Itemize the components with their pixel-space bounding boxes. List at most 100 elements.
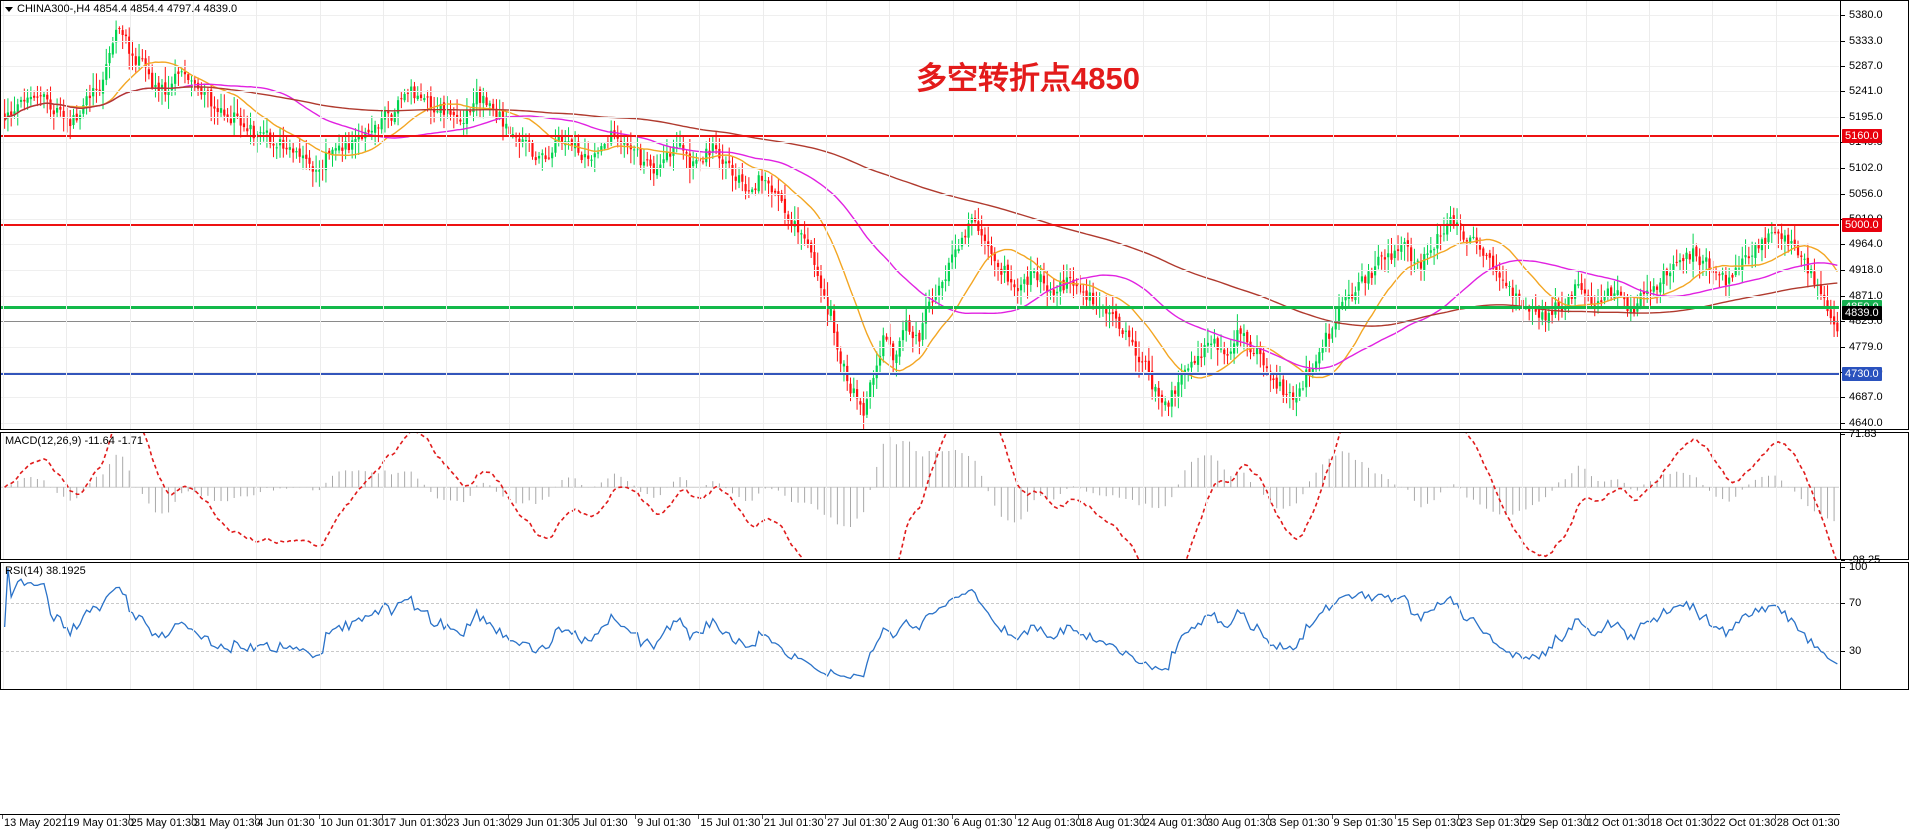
time-gridline <box>1395 433 1397 559</box>
time-gridline <box>1015 433 1017 559</box>
price-axis-label: 5056.0 <box>1849 187 1883 200</box>
time-gridline <box>1585 563 1587 689</box>
time-axis-label: 2 Aug 01:30 <box>890 817 950 829</box>
rsi-label: RSI(14) 38.1925 <box>5 565 86 577</box>
time-axis-tick <box>888 815 890 819</box>
rsi-axis-tick <box>1841 651 1845 652</box>
price-gridline <box>1 116 1839 118</box>
price-axis-label: 4871.0 <box>1849 289 1883 302</box>
time-gridline <box>826 1 828 429</box>
time-axis-tick <box>698 815 700 819</box>
time-gridline <box>192 433 194 559</box>
price-plot-area[interactable] <box>1 1 1839 429</box>
hline-4730[interactable] <box>1 372 1839 375</box>
time-gridline <box>509 433 511 559</box>
time-gridline <box>129 563 131 689</box>
resistance-5000[interactable]: 5000.0 <box>1842 217 1882 232</box>
time-gridline <box>1205 563 1207 689</box>
time-gridline <box>256 1 258 429</box>
support-4730[interactable]: 4730.0 <box>1842 366 1882 381</box>
time-axis-tick <box>1521 815 1523 819</box>
time-gridline <box>3 1 4 429</box>
time-axis[interactable]: 13 May 2021 19 May 01:30 25 May 01:30 31 Ma… <box>0 690 1909 836</box>
rsi-band-30 <box>1 651 1839 653</box>
time-axis-label: 9 Jul 01:30 <box>637 817 691 829</box>
macd-panel[interactable]: 71.83 -98.25 MACD(12,26,9) -11.64 -1.71 <box>0 428 1909 566</box>
time-axis-tick <box>445 815 447 819</box>
rsi-band-70 <box>1 603 1839 605</box>
caret-down-icon[interactable] <box>5 6 13 12</box>
time-gridline <box>1649 563 1651 689</box>
time-gridline <box>1522 1 1524 429</box>
price-axis-tick <box>1841 269 1845 271</box>
time-gridline <box>66 1 68 429</box>
rsi-panel[interactable]: 100 70 30 RSI(14) 38.1925 <box>0 561 1909 690</box>
time-axis-label: 24 Aug 01:30 <box>1143 817 1209 829</box>
time-gridline <box>1269 1 1271 429</box>
time-gridline <box>1015 1 1017 429</box>
time-gridline <box>1205 1 1207 429</box>
time-axis-label: 29 Jun 01:30 <box>510 817 575 829</box>
rsi-axis[interactable]: 100 70 30 <box>1840 561 1908 689</box>
time-gridline <box>129 433 131 559</box>
price-axis[interactable]: 5380.05333.05287.05241.05195.05149.05102… <box>1840 1 1908 429</box>
time-gridline <box>192 1 194 429</box>
price-axis-label: 5287.0 <box>1849 60 1883 73</box>
price-axis-label: 5195.0 <box>1849 110 1883 123</box>
time-axis-label: 27 Jul 01:30 <box>827 817 887 829</box>
price-gridline <box>1 193 1839 195</box>
price-axis-label: 5102.0 <box>1849 162 1883 175</box>
time-gridline <box>256 563 258 689</box>
time-gridline <box>1459 1 1461 429</box>
time-axis-tick <box>191 815 193 819</box>
price-axis-label: 5380.0 <box>1849 8 1883 21</box>
time-gridline <box>1332 1 1334 429</box>
time-gridline <box>1712 563 1714 689</box>
chart-title-bar[interactable]: CHINA300-,H4 4854.4 4854.4 4797.4 4839.0 <box>1 1 241 17</box>
time-gridline <box>382 433 384 559</box>
time-axis-strip[interactable]: 13 May 2021 19 May 01:30 25 May 01:30 31 Ma… <box>0 814 1840 834</box>
price-axis-label: 4640.0 <box>1849 417 1883 430</box>
time-gridline <box>889 1 891 429</box>
macd-axis-tick <box>1841 560 1845 561</box>
time-gridline <box>952 433 954 559</box>
time-gridline <box>1142 433 1144 559</box>
price-gridline <box>1 40 1839 42</box>
macd-axis-label: 71.83 <box>1849 428 1877 440</box>
hline-4850[interactable] <box>1 306 1839 310</box>
time-gridline <box>762 433 764 559</box>
time-gridline <box>1585 433 1587 559</box>
resistance-5160[interactable]: 5160.0 <box>1842 129 1882 144</box>
time-axis-label: 13 May 2021 <box>4 817 68 829</box>
macd-axis[interactable]: 71.83 -98.25 <box>1840 428 1908 566</box>
rsi-axis-tick <box>1841 567 1845 568</box>
price-axis-label: 4964.0 <box>1849 238 1883 251</box>
price-gridline <box>1 295 1839 297</box>
time-axis-label: 23 Jun 01:30 <box>447 817 511 829</box>
time-gridline <box>1205 433 1207 559</box>
ma-magenta-line <box>4 83 1838 370</box>
price-axis-tick <box>1841 423 1845 425</box>
price-panel[interactable]: 5380.05333.05287.05241.05195.05149.05102… <box>0 0 1909 430</box>
time-axis-tick <box>825 815 827 819</box>
time-axis-tick <box>128 815 130 819</box>
hline-5000[interactable] <box>1 223 1839 226</box>
macd-plot-area[interactable] <box>1 433 1839 559</box>
macd-signal-line <box>4 433 1837 559</box>
price-gridline <box>1 91 1839 93</box>
time-gridline <box>762 1 764 429</box>
price-gridline <box>1 423 1839 425</box>
price-gridline <box>1 142 1839 144</box>
time-gridline <box>3 433 4 559</box>
time-axis-tick <box>571 815 573 819</box>
rsi-plot-area[interactable] <box>1 563 1839 689</box>
hline-5160[interactable] <box>1 135 1839 138</box>
price-axis-tick <box>1841 244 1845 246</box>
price-gridline <box>1 168 1839 170</box>
last-price-4839[interactable]: 4839.0 <box>1842 306 1882 321</box>
price-axis-tick <box>1841 346 1845 348</box>
hline-4824[interactable] <box>1 320 1839 322</box>
time-gridline <box>256 433 258 559</box>
time-gridline <box>1142 563 1144 689</box>
